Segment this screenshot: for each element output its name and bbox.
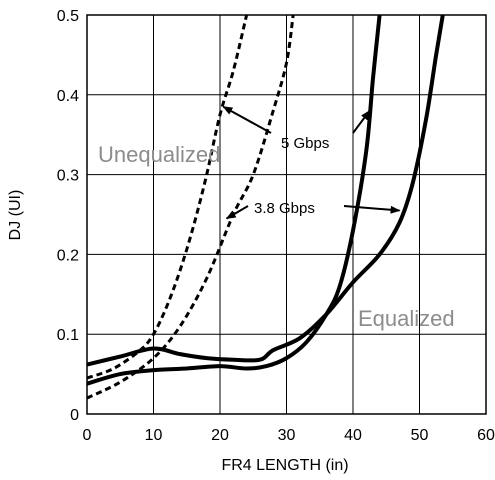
- x-axis-title: FR4 LENGTH (in): [221, 457, 348, 474]
- annotation-arrow: [343, 205, 401, 214]
- y-tick-label: 0.2: [57, 247, 79, 264]
- x-tick-label: 50: [411, 427, 429, 444]
- group-label-equalized: Equalized: [358, 306, 455, 331]
- annotation-arrow: [222, 105, 272, 134]
- x-tick-label: 10: [145, 427, 163, 444]
- annotation-layer: [222, 105, 401, 220]
- y-tick-label: 0.1: [57, 327, 79, 344]
- group-label-unequalized: Unequalized: [98, 142, 220, 167]
- y-tick-label: 0.3: [57, 168, 79, 185]
- annotation-arrow: [352, 109, 371, 134]
- x-tick-label: 0: [83, 427, 92, 444]
- y-tick-label: 0.5: [57, 8, 79, 25]
- series-line-equalized-3-8-gbps: [86, 14, 445, 367]
- y-tick-label: 0.4: [57, 88, 79, 105]
- tick-label-layer: 0 10 20 30 40 50 60 0 0.1 0.2 0.3 0.4 0.5: [57, 8, 495, 444]
- series-layer: [86, 14, 445, 400]
- annotation-arrow: [225, 205, 249, 220]
- y-tick-label: 0: [70, 407, 79, 424]
- plot-frame: [86, 14, 487, 415]
- x-tick-label: 40: [344, 427, 362, 444]
- x-tick-label: 20: [211, 427, 229, 444]
- series-line-equalized-5-gbps: [86, 14, 382, 386]
- y-axis-title: DJ (UI): [7, 190, 24, 241]
- series-line-unequalized-5-gbps: [86, 14, 249, 380]
- x-tick-label: 30: [278, 427, 296, 444]
- annotation-label-5gbps: 5 Gbps: [281, 135, 329, 152]
- annotation-label-38gbps: 3.8 Gbps: [254, 200, 315, 217]
- series-line-unequalized-3-8-gbps: [86, 14, 295, 400]
- x-tick-label: 60: [477, 427, 495, 444]
